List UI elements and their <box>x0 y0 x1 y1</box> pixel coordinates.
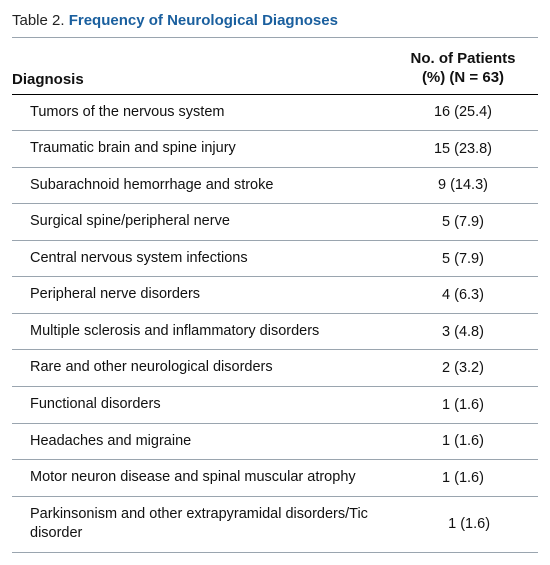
cell-value: 3 (4.8) <box>388 324 538 340</box>
table-row: Central nervous system infections5 (7.9) <box>12 241 538 278</box>
cell-diagnosis: Traumatic brain and spine injury <box>12 139 388 159</box>
col-header-value-line1: No. of Patients <box>410 50 515 67</box>
table-body: Tumors of the nervous system16 (25.4)Tra… <box>12 95 538 553</box>
table-row: Peripheral nerve disorders4 (6.3) <box>12 277 538 314</box>
table-title: Table 2. Frequency of Neurological Diagn… <box>12 12 538 38</box>
cell-value: 5 (7.9) <box>388 214 538 230</box>
cell-diagnosis: Central nervous system infections <box>12 249 388 269</box>
cell-diagnosis: Headaches and migraine <box>12 432 388 452</box>
cell-diagnosis: Parkinsonism and other extrapyramidal di… <box>12 505 400 544</box>
cell-diagnosis: Rare and other neurological disorders <box>12 358 388 378</box>
col-header-value: No. of Patients (%) (N = 63) <box>388 50 538 88</box>
col-header-diagnosis: Diagnosis <box>12 71 388 88</box>
cell-value: 5 (7.9) <box>388 251 538 267</box>
table-row: Headaches and migraine1 (1.6) <box>12 424 538 461</box>
cell-diagnosis: Peripheral nerve disorders <box>12 285 388 305</box>
table-header-row: Diagnosis No. of Patients (%) (N = 63) <box>12 46 538 95</box>
cell-diagnosis: Multiple sclerosis and inflammatory diso… <box>12 322 388 342</box>
table-row: Tumors of the nervous system16 (25.4) <box>12 95 538 132</box>
table-row: Rare and other neurological disorders2 (… <box>12 350 538 387</box>
table-row: Surgical spine/peripheral nerve5 (7.9) <box>12 204 538 241</box>
table-title-main: Frequency of Neurological Diagnoses <box>69 12 338 29</box>
table-row: Motor neuron disease and spinal muscular… <box>12 460 538 497</box>
table-row: Multiple sclerosis and inflammatory diso… <box>12 314 538 351</box>
table-row: Subarachnoid hemorrhage and stroke9 (14.… <box>12 168 538 205</box>
diagnoses-table: Table 2. Frequency of Neurological Diagn… <box>12 12 538 553</box>
cell-value: 16 (25.4) <box>388 104 538 120</box>
table-row: Parkinsonism and other extrapyramidal di… <box>12 497 538 553</box>
cell-diagnosis: Functional disorders <box>12 395 388 415</box>
cell-diagnosis: Subarachnoid hemorrhage and stroke <box>12 176 388 196</box>
cell-value: 15 (23.8) <box>388 141 538 157</box>
cell-diagnosis: Tumors of the nervous system <box>12 103 388 123</box>
cell-value: 9 (14.3) <box>388 177 538 193</box>
cell-diagnosis: Surgical spine/peripheral nerve <box>12 212 388 232</box>
cell-value: 1 (1.6) <box>388 397 538 413</box>
cell-value: 4 (6.3) <box>388 287 538 303</box>
table-row: Functional disorders1 (1.6) <box>12 387 538 424</box>
cell-value: 2 (3.2) <box>388 360 538 376</box>
table-title-prefix: Table 2. <box>12 12 65 29</box>
cell-diagnosis: Motor neuron disease and spinal muscular… <box>12 468 388 488</box>
cell-value: 1 (1.6) <box>388 433 538 449</box>
cell-value: 1 (1.6) <box>388 470 538 486</box>
cell-value: 1 (1.6) <box>400 516 538 532</box>
col-header-value-line2: (%) (N = 63) <box>422 69 504 86</box>
table-row: Traumatic brain and spine injury15 (23.8… <box>12 131 538 168</box>
